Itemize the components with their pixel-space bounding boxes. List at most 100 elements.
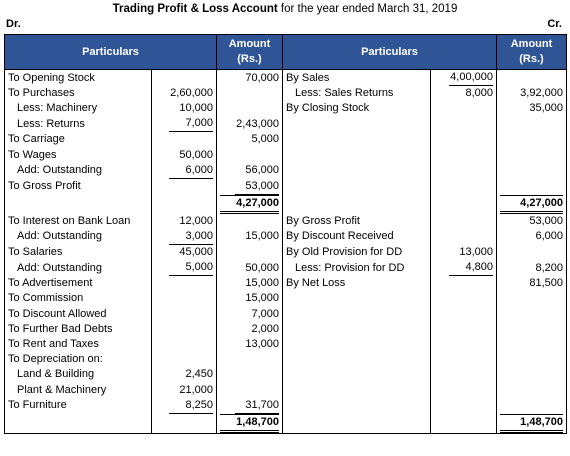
right-amount-text: 81,500: [529, 277, 563, 290]
left-inner-amount: [151, 413, 217, 434]
left-particulars-text: To Wages: [8, 148, 57, 161]
account-row: To Depreciation on:: [4, 352, 567, 368]
right-inner-amount: 4,00,000: [431, 70, 497, 86]
right-inner-amount-text: 4,800: [449, 260, 493, 277]
left-inner-amount: 6,000: [152, 163, 217, 179]
left-particulars: To Discount Allowed: [4, 306, 152, 322]
left-inner-amount: [152, 322, 217, 337]
left-inner-amount: 5,000: [152, 260, 217, 277]
left-amount: 13,000: [216, 336, 283, 353]
left-inner-amount-text: 8,250: [169, 398, 213, 414]
right-amount: [496, 336, 567, 353]
left-inner-amount: [152, 179, 217, 195]
statement-title-main: Trading Profit & Loss Account: [112, 3, 278, 15]
left-amount: [216, 352, 283, 368]
left-inner-amount: 7,000: [152, 116, 217, 133]
right-amount: 81,500: [496, 276, 567, 292]
left-amount: [216, 147, 283, 163]
left-particulars: Plant & Machinery: [4, 382, 152, 398]
right-amount: 53,000: [496, 213, 567, 229]
right-amount-text: 35,000: [529, 102, 563, 115]
account-row: Add: Outstanding 3,000 15,000 By Discount R…: [4, 228, 567, 245]
right-inner-amount-text: 13,000: [459, 246, 493, 259]
left-particulars: To Wages: [4, 147, 152, 163]
right-particulars: [282, 147, 431, 163]
account-row: 4,27,000 4,27,000: [4, 194, 567, 214]
header-particulars-left: Particulars: [4, 34, 217, 70]
right-particulars: [282, 397, 431, 414]
right-inner-amount: [430, 413, 497, 434]
right-inner-amount: [431, 352, 497, 367]
right-particulars: By Discount Received: [282, 228, 431, 245]
right-amount: 35,000: [496, 101, 567, 117]
left-inner-amount: [152, 352, 217, 367]
left-amount: [216, 101, 283, 117]
left-particulars-text: To Interest on Bank Loan: [8, 214, 131, 227]
account-row: Plant & Machinery 21,000: [4, 382, 567, 398]
account-row: To Opening Stock 70,000 By Sales 4,00,000: [4, 69, 567, 87]
left-inner-amount: [152, 70, 217, 87]
left-inner-amount-text: 50,000: [179, 148, 213, 161]
left-amount-text: 50,000: [245, 261, 279, 274]
header-amount-right: Amount (Rs.): [496, 34, 567, 70]
right-inner-amount: 4,800: [431, 260, 497, 277]
right-amount: [496, 178, 567, 195]
right-particulars: [282, 116, 431, 133]
account-row: Add: Outstanding 5,000 50,000 Less: Provisi…: [4, 260, 567, 277]
right-inner-amount: [431, 337, 497, 352]
right-inner-amount: [431, 382, 497, 397]
left-amount-text: 1,48,700: [220, 413, 279, 433]
left-inner-amount-text: 10,000: [179, 102, 213, 115]
right-amount: [496, 147, 567, 163]
right-particulars: [282, 382, 431, 398]
left-particulars: To Interest on Bank Loan: [4, 213, 152, 229]
header-amount-left: Amount (Rs.): [216, 34, 283, 70]
right-particulars: By Sales: [282, 69, 431, 86]
statement-title: Trading Profit & Loss Account for the ye…: [0, 3, 570, 15]
right-particulars: By Old Provision for DD: [282, 244, 431, 261]
left-amount-text: 53,000: [235, 179, 279, 195]
left-particulars: Less: Returns: [4, 116, 152, 133]
left-particulars-text: To Rent and Taxes: [8, 337, 99, 350]
left-amount: 4,27,000: [216, 194, 283, 214]
left-particulars-text: To Salaries: [8, 246, 63, 259]
right-particulars: [282, 367, 431, 383]
account-row: To Purchases 2,60,000 Less: Sales Returns 8…: [4, 86, 567, 102]
account-row: To Advertisement 15,000 By Net Loss 81,500: [4, 276, 567, 292]
account-row: To Further Bad Debts 2,000: [4, 321, 567, 337]
right-amount-text: 4,27,000: [500, 194, 563, 214]
left-particulars: [4, 194, 152, 214]
right-inner-amount: [431, 322, 497, 337]
left-inner-amount-text: 2,450: [185, 368, 213, 381]
left-amount-text: 7,000: [251, 307, 279, 320]
left-particulars-text: To Commission: [8, 292, 84, 305]
left-inner-amount: [152, 291, 217, 306]
left-particulars: [4, 413, 152, 434]
right-particulars: By Closing Stock: [282, 101, 431, 117]
right-particulars-text: Less: Sales Returns: [295, 87, 394, 100]
right-amount: [496, 352, 567, 368]
right-amount: [496, 69, 567, 86]
right-inner-amount: [431, 229, 497, 245]
left-inner-amount: [152, 307, 217, 322]
left-particulars-text: To Further Bad Debts: [8, 322, 113, 335]
left-amount: [216, 86, 283, 102]
left-amount: 15,000: [216, 276, 283, 292]
account-row: Less: Machinery 10,000 By Closing Stock 35,…: [4, 101, 567, 117]
right-particulars: [282, 352, 431, 368]
left-inner-amount-text: 3,000: [169, 229, 213, 245]
left-particulars: To Commission: [4, 291, 152, 307]
right-inner-amount: [431, 101, 497, 116]
account-row: Less: Returns 7,000 2,43,000: [4, 116, 567, 133]
right-particulars-text: By Discount Received: [286, 230, 394, 243]
left-amount: 7,000: [216, 306, 283, 322]
left-amount-text: 2,000: [251, 322, 279, 335]
account-row: To Carriage 5,000: [4, 132, 567, 148]
left-inner-amount-text: 5,000: [169, 260, 213, 277]
left-inner-amount: 2,60,000: [152, 86, 217, 101]
left-amount-text: 4,27,000: [220, 194, 279, 214]
right-amount: [496, 132, 567, 148]
left-amount: [216, 213, 283, 229]
left-amount-text: 70,000: [245, 71, 279, 84]
left-particulars: To Carriage: [4, 132, 152, 148]
